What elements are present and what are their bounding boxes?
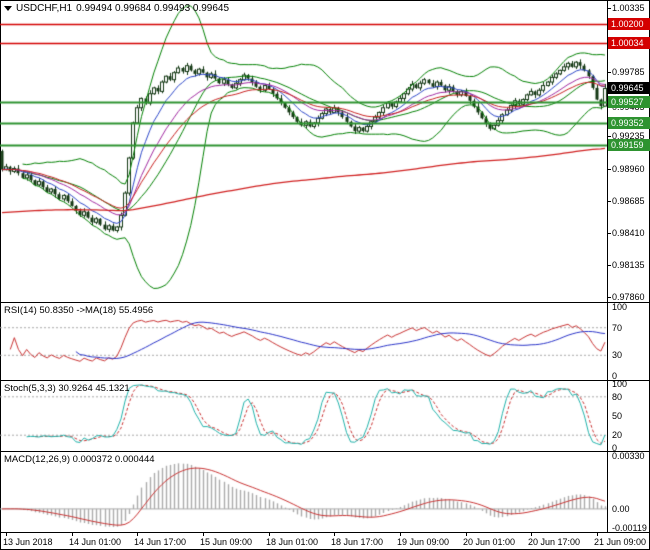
panel-separator[interactable] bbox=[0, 451, 650, 452]
price-level-badge: 1.00034 bbox=[608, 37, 650, 49]
stoch-scale-label: 0 bbox=[612, 443, 618, 453]
stoch-scale-label: 20 bbox=[612, 430, 623, 441]
time-axis-tick bbox=[531, 533, 532, 536]
price-level-badge: 0.99352 bbox=[608, 116, 650, 129]
time-label: 18 Jun 17:00 bbox=[331, 537, 384, 547]
price-tick-label: 0.98410 bbox=[612, 227, 645, 238]
time-label: 20 Jun 01:00 bbox=[463, 537, 516, 547]
price-axis[interactable]: 1.003350.997850.994850.992350.989600.986… bbox=[608, 0, 650, 533]
time-label: 19 Jun 09:00 bbox=[397, 537, 450, 547]
price-level-badge: 0.99527 bbox=[608, 96, 650, 109]
main-chart-canvas[interactable] bbox=[0, 0, 607, 302]
price-axis-tick bbox=[608, 201, 611, 202]
price-tick-label: 0.97860 bbox=[612, 292, 645, 303]
price-axis-tick bbox=[608, 136, 611, 137]
price-axis-border bbox=[607, 0, 608, 533]
macd-scale-label: 0.00 bbox=[612, 503, 630, 514]
rsi-indicator-header: RSI(14) 50.8350 ->MA(18) 55.4956 bbox=[4, 305, 154, 316]
price-tick-label: 0.99785 bbox=[612, 67, 645, 78]
time-label: 15 Jun 09:00 bbox=[200, 537, 253, 547]
stoch-canvas[interactable] bbox=[0, 381, 607, 451]
rsi-scale-label: 100 bbox=[612, 302, 628, 312]
rsi-canvas[interactable] bbox=[0, 303, 607, 380]
time-label: 14 Jun 17:00 bbox=[134, 537, 187, 547]
panel-separator[interactable] bbox=[0, 532, 650, 533]
panel-separator[interactable] bbox=[0, 380, 650, 381]
price-tick-label: 0.98135 bbox=[612, 259, 645, 270]
time-axis-tick bbox=[334, 533, 335, 536]
time-axis-tick bbox=[137, 533, 138, 536]
stoch-indicator-header: Stoch(5,3,3) 30.9264 45.1321 bbox=[4, 383, 130, 394]
time-label: 14 Jun 01:00 bbox=[69, 537, 122, 547]
time-label: 18 Jun 01:00 bbox=[266, 537, 319, 547]
price-axis-tick bbox=[608, 233, 611, 234]
price-axis-tick bbox=[608, 8, 611, 9]
macd-scale-label: -0.00119 bbox=[612, 523, 647, 533]
stoch-scale-label: 100 bbox=[612, 379, 628, 389]
time-axis-tick bbox=[269, 533, 270, 536]
rsi-scale-label: 70 bbox=[612, 322, 623, 333]
time-label: 13 Jun 2018 bbox=[3, 537, 53, 547]
time-axis-tick bbox=[6, 533, 7, 536]
stoch-scale-label: 50 bbox=[612, 411, 623, 421]
time-axis-tick bbox=[400, 533, 401, 536]
price-axis-tick bbox=[608, 297, 611, 298]
rsi-scale-label: 30 bbox=[612, 350, 623, 361]
price-axis-tick bbox=[608, 265, 611, 266]
time-axis-tick bbox=[72, 533, 73, 536]
price-tick-label: 1.00335 bbox=[612, 2, 645, 13]
time-axis-tick bbox=[466, 533, 467, 536]
time-axis-tick bbox=[203, 533, 204, 536]
price-level-badge: 0.99159 bbox=[608, 139, 650, 152]
time-axis[interactable]: 13 Jun 2018 14 Jun 01:00 14 Jun 17:00 15 Ju… bbox=[0, 533, 650, 550]
price-level-badge: 1.00200 bbox=[608, 17, 650, 30]
price-axis-tick bbox=[608, 169, 611, 170]
price-axis-tick bbox=[608, 72, 611, 73]
price-level-badge: 0.99645 bbox=[608, 82, 650, 95]
time-label: 20 Jun 17:00 bbox=[528, 537, 581, 547]
price-tick-label: 0.98960 bbox=[612, 163, 645, 174]
stoch-scale-label: 80 bbox=[612, 391, 623, 402]
time-label: 21 Jun 09:00 bbox=[594, 537, 647, 547]
rsi-scale-label: 0 bbox=[612, 371, 618, 381]
ohlc-readout: 0.99494 0.99684 0.99493 0.99645 bbox=[76, 3, 230, 14]
panel-separator[interactable] bbox=[0, 302, 650, 303]
price-tick-label: 0.98685 bbox=[612, 195, 645, 206]
macd-indicator-header: MACD(12,26,9) 0.000372 0.000444 bbox=[4, 454, 155, 465]
macd-scale-label: 0.00330 bbox=[612, 451, 645, 461]
chart-title: USDCHF,H1 0.99494 0.99684 0.99493 0.9964… bbox=[4, 3, 229, 14]
price-tick-label: 0.99235 bbox=[612, 131, 645, 142]
symbol-period-label: USDCHF,H1 bbox=[16, 3, 73, 14]
symbol-marker-icon bbox=[4, 6, 12, 11]
time-axis-tick bbox=[597, 533, 598, 536]
macd-canvas[interactable] bbox=[0, 452, 607, 532]
